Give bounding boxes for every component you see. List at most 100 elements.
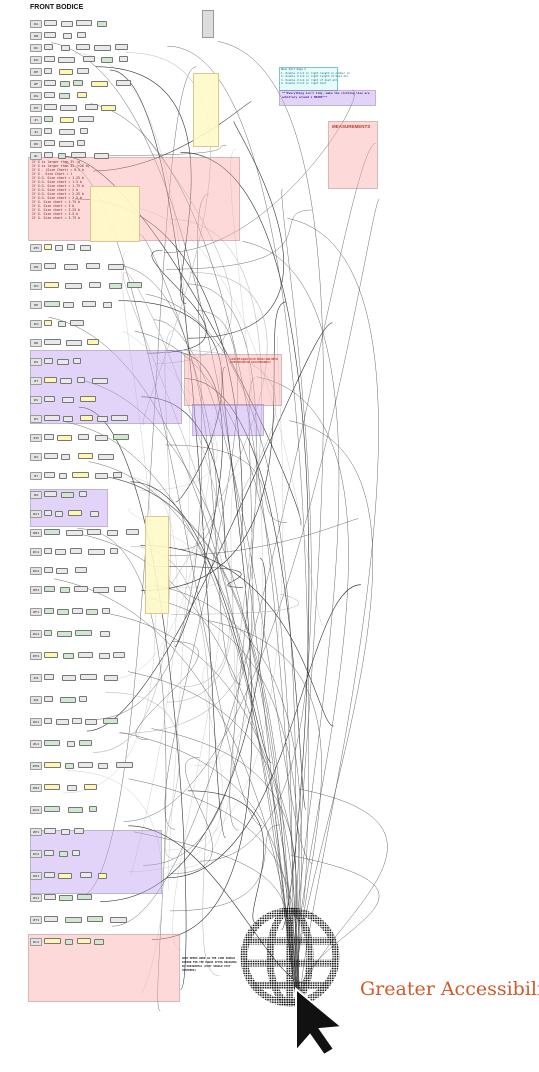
component-node[interactable] (57, 359, 69, 365)
component-node[interactable] (56, 719, 69, 725)
row-label-b[interactable]: #B (30, 32, 42, 40)
row-label-d[interactable]: #D (30, 56, 42, 64)
component-node[interactable] (97, 416, 108, 422)
component-node[interactable] (57, 435, 72, 441)
component-node[interactable] (114, 586, 126, 592)
panel-tall-c[interactable] (145, 516, 169, 614)
row-label-i[interactable]: #I (30, 116, 42, 124)
row-label-e[interactable]: #E (30, 68, 42, 76)
component-node[interactable] (65, 763, 74, 769)
row-label-a1[interactable]: #A1 (30, 510, 42, 518)
row-label-v[interactable]: #V (30, 415, 42, 423)
component-node[interactable] (44, 510, 52, 516)
component-node[interactable] (77, 68, 89, 74)
component-node[interactable] (108, 264, 124, 270)
component-node[interactable] (59, 141, 74, 147)
component-node[interactable] (44, 104, 57, 110)
component-node[interactable] (86, 263, 100, 269)
component-node[interactable] (44, 740, 60, 746)
row-label-u[interactable]: #U (30, 396, 42, 404)
component-node[interactable] (44, 396, 55, 402)
component-node[interactable] (111, 415, 128, 421)
component-node[interactable] (44, 608, 54, 614)
component-node[interactable] (55, 549, 66, 555)
component-node[interactable] (84, 784, 97, 790)
component-node[interactable] (80, 674, 97, 680)
component-node[interactable] (44, 320, 52, 326)
component-node[interactable] (44, 674, 54, 680)
component-node[interactable] (77, 140, 85, 146)
group-purple-1[interactable] (30, 350, 182, 424)
component-node[interactable] (60, 81, 70, 87)
component-node[interactable] (65, 283, 82, 289)
component-node[interactable] (44, 263, 56, 269)
component-node[interactable] (59, 129, 75, 135)
component-node[interactable] (58, 321, 66, 327)
component-node[interactable] (44, 140, 55, 146)
row-label-g1[interactable]: #G1 (30, 630, 42, 638)
panel-tall-a[interactable] (193, 73, 219, 147)
row-label-f[interactable]: #F (30, 80, 42, 88)
component-node[interactable] (61, 492, 74, 498)
component-node[interactable] (61, 829, 70, 835)
panel-stack[interactable] (202, 10, 214, 38)
component-node[interactable] (77, 92, 87, 98)
component-node[interactable] (68, 807, 83, 813)
component-node[interactable] (44, 630, 52, 636)
component-node[interactable] (44, 358, 53, 364)
component-node[interactable] (44, 894, 56, 900)
component-node[interactable] (67, 244, 75, 250)
component-node[interactable] (75, 567, 87, 573)
component-node[interactable] (72, 718, 82, 724)
row-label-n1[interactable]: #N1 (30, 784, 42, 792)
component-node[interactable] (44, 548, 52, 554)
row-label-a[interactable]: #A (30, 20, 42, 28)
component-node[interactable] (44, 44, 53, 50)
component-node[interactable] (115, 44, 128, 50)
component-node[interactable] (44, 152, 53, 158)
component-node[interactable] (80, 128, 88, 134)
component-node[interactable] (72, 472, 89, 478)
component-node[interactable] (92, 378, 108, 384)
row-label-o1[interactable]: #O1 (30, 806, 42, 814)
component-node[interactable] (116, 762, 133, 768)
row-label-q1[interactable]: #Q1 (30, 850, 42, 858)
component-node[interactable] (44, 938, 61, 944)
component-node[interactable] (104, 675, 118, 681)
row-label-i1[interactable]: #I1 (30, 674, 42, 682)
component-node[interactable] (72, 608, 83, 614)
component-node[interactable] (82, 301, 96, 307)
row-label-k1[interactable]: #K1 (30, 718, 42, 726)
component-node[interactable] (62, 675, 76, 681)
component-node[interactable] (44, 68, 52, 74)
component-node[interactable] (57, 631, 72, 637)
group-curvature[interactable] (184, 354, 282, 406)
component-node[interactable] (94, 153, 109, 159)
component-node[interactable] (71, 152, 86, 158)
component-node[interactable] (113, 434, 129, 440)
component-node[interactable] (44, 762, 61, 768)
component-node[interactable] (93, 587, 109, 593)
component-node[interactable] (74, 586, 88, 592)
component-node[interactable] (94, 45, 111, 51)
component-node[interactable] (44, 453, 58, 459)
component-node[interactable] (78, 116, 94, 122)
row-label-t[interactable]: #T (30, 377, 42, 385)
component-node[interactable] (119, 56, 128, 62)
component-node[interactable] (44, 586, 55, 592)
component-node[interactable] (99, 653, 110, 659)
component-node[interactable] (86, 609, 98, 615)
row-label-c1[interactable]: #C1 (30, 548, 42, 556)
component-node[interactable] (63, 302, 74, 308)
row-label-j[interactable]: #J (30, 128, 42, 136)
component-node[interactable] (101, 57, 113, 63)
row-label-j1[interactable]: #J1 (30, 696, 42, 704)
component-node[interactable] (44, 415, 60, 421)
component-node[interactable] (74, 828, 84, 834)
component-node[interactable] (63, 653, 74, 659)
component-node[interactable] (58, 57, 75, 63)
component-node[interactable] (116, 80, 131, 86)
component-node[interactable] (44, 718, 52, 724)
component-node[interactable] (77, 32, 86, 38)
component-node[interactable] (60, 378, 72, 384)
